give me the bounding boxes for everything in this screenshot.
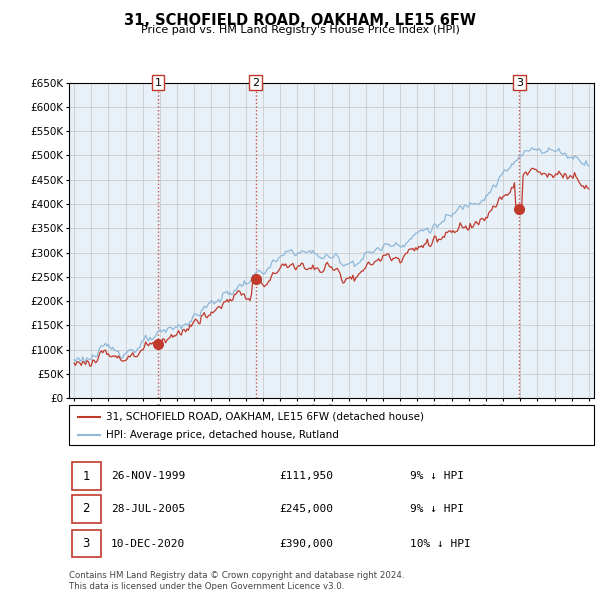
Text: 3: 3 <box>516 78 523 87</box>
Text: Contains HM Land Registry data © Crown copyright and database right 2024.
This d: Contains HM Land Registry data © Crown c… <box>69 571 404 590</box>
Text: 10-DEC-2020: 10-DEC-2020 <box>111 539 185 549</box>
FancyBboxPatch shape <box>71 530 101 558</box>
FancyBboxPatch shape <box>69 405 594 445</box>
Text: £111,950: £111,950 <box>279 471 333 481</box>
Text: 26-NOV-1999: 26-NOV-1999 <box>111 471 185 481</box>
Text: £390,000: £390,000 <box>279 539 333 549</box>
Text: Price paid vs. HM Land Registry's House Price Index (HPI): Price paid vs. HM Land Registry's House … <box>140 25 460 35</box>
Text: 31, SCHOFIELD ROAD, OAKHAM, LE15 6FW: 31, SCHOFIELD ROAD, OAKHAM, LE15 6FW <box>124 13 476 28</box>
Text: £245,000: £245,000 <box>279 504 333 514</box>
FancyBboxPatch shape <box>71 463 101 490</box>
Text: 9% ↓ HPI: 9% ↓ HPI <box>410 504 464 514</box>
FancyBboxPatch shape <box>71 495 101 523</box>
Text: 2: 2 <box>252 78 259 87</box>
Text: 3: 3 <box>82 537 90 550</box>
Text: 9% ↓ HPI: 9% ↓ HPI <box>410 471 464 481</box>
Text: HPI: Average price, detached house, Rutland: HPI: Average price, detached house, Rutl… <box>106 431 338 440</box>
Text: 10% ↓ HPI: 10% ↓ HPI <box>410 539 471 549</box>
Text: 2: 2 <box>82 502 90 516</box>
Text: 28-JUL-2005: 28-JUL-2005 <box>111 504 185 514</box>
Text: 1: 1 <box>155 78 162 87</box>
Text: 31, SCHOFIELD ROAD, OAKHAM, LE15 6FW (detached house): 31, SCHOFIELD ROAD, OAKHAM, LE15 6FW (de… <box>106 412 424 422</box>
Text: 1: 1 <box>82 470 90 483</box>
